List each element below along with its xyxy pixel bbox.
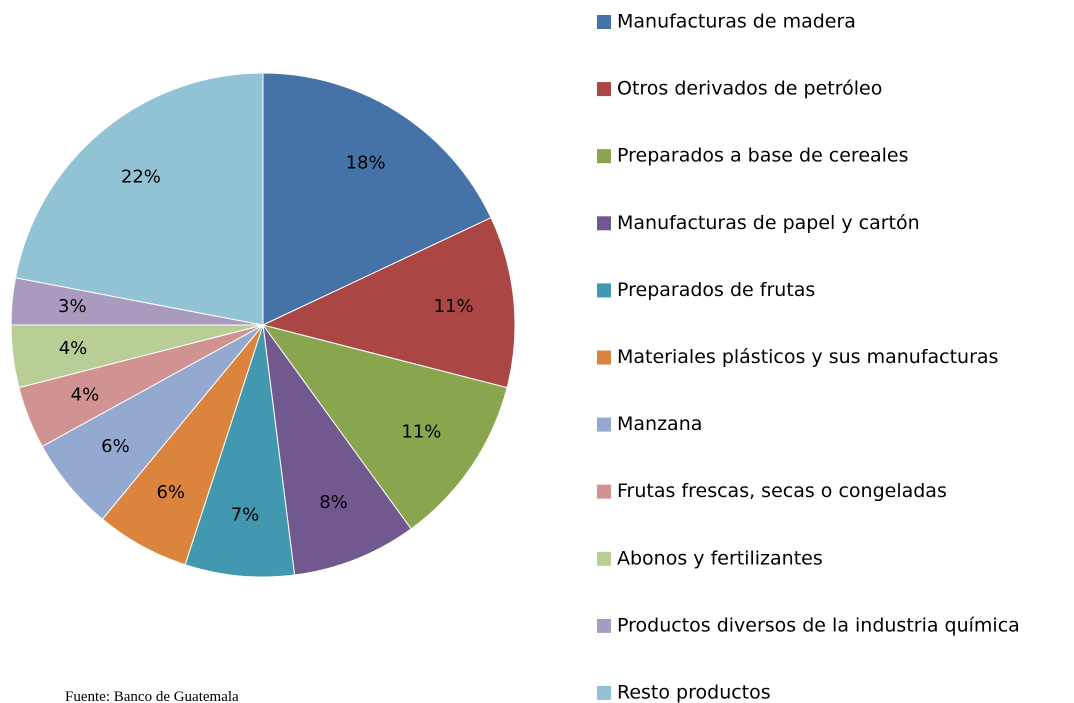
source-note: Fuente: Banco de Guatemala	[65, 689, 239, 703]
data-label: 11%	[434, 296, 474, 317]
legend-label: Abonos y fertilizantes	[617, 547, 823, 569]
pie-slice	[184, 324, 296, 578]
legend-swatch	[597, 417, 611, 432]
legend-label: Resto productos	[617, 682, 771, 703]
legend-swatch	[597, 82, 611, 97]
legend-swatch	[597, 551, 611, 566]
legend-swatch	[597, 283, 611, 298]
legend-swatch	[597, 216, 611, 231]
legend-swatch	[597, 484, 611, 499]
data-label: 6%	[156, 482, 185, 503]
pie-slice	[261, 217, 516, 389]
data-label: 3%	[58, 296, 87, 317]
data-label: 4%	[71, 385, 100, 406]
legend-label: Preparados de frutas	[617, 279, 815, 301]
legend-label: Preparados a base de cereales	[617, 145, 909, 167]
legend-swatch	[597, 15, 611, 29]
data-label: 6%	[101, 436, 130, 457]
data-label: 22%	[121, 166, 161, 187]
legend-label: Productos diversos de la industria quími…	[617, 614, 1020, 636]
legend-label: Manzana	[617, 413, 702, 435]
pie-slice	[262, 72, 492, 326]
data-label: 4%	[59, 338, 88, 359]
pie-slice	[14, 72, 264, 326]
legend-swatch	[597, 686, 611, 700]
legend-label: Manufacturas de madera	[617, 11, 856, 33]
legend-label: Otros derivados de petróleo	[617, 78, 882, 100]
pie-slice	[262, 324, 412, 576]
legend-swatch	[597, 618, 611, 633]
data-label: 8%	[319, 492, 348, 513]
legend-label: Manufacturas de papel y cartón	[617, 212, 920, 234]
legend-label: Materiales plásticos y sus manufacturas	[617, 346, 998, 368]
data-label: 18%	[346, 152, 386, 173]
data-label: 7%	[231, 505, 260, 526]
pie-slice	[261, 324, 508, 530]
legend-label: Frutas frescas, secas o congeladas	[617, 480, 947, 502]
legend-swatch	[597, 350, 611, 365]
data-label: 11%	[401, 422, 441, 443]
legend-swatch	[597, 149, 611, 164]
